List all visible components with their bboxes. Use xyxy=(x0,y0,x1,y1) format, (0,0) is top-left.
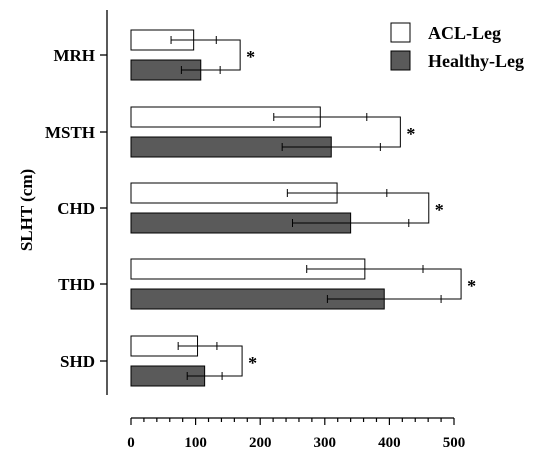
significance-bracket-mrh xyxy=(216,39,241,71)
x-tick-label-300: 300 xyxy=(314,435,337,451)
significance-marker-msth: * xyxy=(406,124,415,144)
x-tick-label-500: 500 xyxy=(443,435,466,451)
y-axis-label: SLHT (cm) xyxy=(17,169,36,251)
x-tick-label-200: 200 xyxy=(249,435,272,451)
significance-marker-chd: * xyxy=(435,200,444,220)
category-label-msth: MSTH xyxy=(45,123,95,142)
significance-marker-mrh: * xyxy=(246,47,255,67)
significance-marker-thd: * xyxy=(467,276,476,296)
category-label-mrh: MRH xyxy=(53,46,95,65)
significance-bracket-chd xyxy=(386,192,430,224)
legend-label-healthy-leg: Healthy-Leg xyxy=(428,51,524,71)
legend-swatch-healthy-leg xyxy=(390,50,411,71)
legend-swatch-acl-leg xyxy=(390,22,411,43)
legend: ACL-Leg Healthy-Leg xyxy=(390,22,524,71)
significance-bracket-shd xyxy=(216,345,243,377)
category-label-chd: CHD xyxy=(57,199,95,218)
significance-marker-shd: * xyxy=(248,353,257,373)
significance-bracket-msth xyxy=(366,116,401,148)
x-tick-label-0: 0 xyxy=(127,435,135,451)
legend-label-acl-leg: ACL-Leg xyxy=(428,23,501,43)
category-label-thd: THD xyxy=(58,275,95,294)
significance-bracket-thd xyxy=(422,268,462,300)
category-label-shd: SHD xyxy=(60,352,95,371)
x-tick-label-400: 400 xyxy=(378,435,401,451)
x-tick-label-100: 100 xyxy=(184,435,207,451)
plot-area: 0 100 200 300 400 500 MRH * MSTH * CHD * THD * SHD * xyxy=(45,10,476,451)
